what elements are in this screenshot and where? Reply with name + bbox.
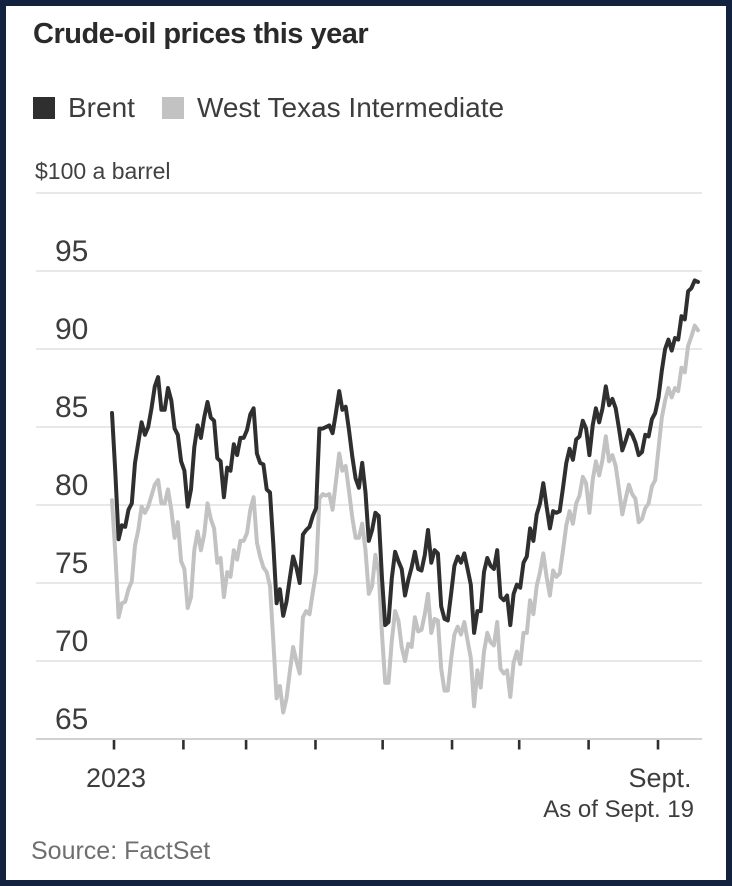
source-note: Source: FactSet [31,837,211,865]
legend-swatch-brent [33,97,55,119]
legend-label-wti: West Texas Intermediate [196,92,505,123]
y-tick-label-80: 80 [55,469,88,502]
chart-title: Crude-oil prices this year [33,18,369,50]
y-tick-label-65: 65 [55,703,88,736]
y-tick-label-70: 70 [55,625,88,658]
y-tick-label-90: 90 [55,313,88,346]
price-line-chart: 95 90 85 80 75 70 65 2023 Sept. [36,192,702,793]
y-tick-label-85: 85 [55,391,88,424]
as-of-note: As of Sept. 19 [543,796,694,823]
x-tick-label: Sept. [628,763,691,793]
series-line-west-texas-intermediate [110,323,700,715]
legend-label-brent: Brent [68,92,135,123]
x-tick-label: 2023 [86,763,146,793]
series-line-brent [110,278,700,635]
y-tick-label-95: 95 [55,235,88,268]
legend-swatch-wti [161,97,184,119]
legend: Brent West Texas Intermediate [33,92,504,124]
y-axis-unit-label: $100 a barrel [35,158,171,184]
y-tick-label-75: 75 [55,547,88,580]
